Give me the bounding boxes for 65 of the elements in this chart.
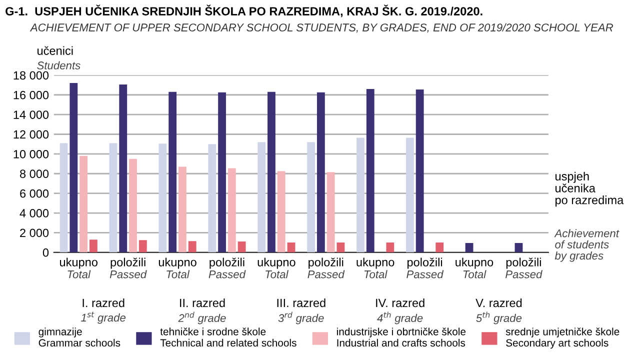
x-tick-label: ukupno Total (60, 258, 98, 278)
bar (70, 83, 78, 252)
text: II. razred 2$^{nd}$ grade (178, 298, 226, 324)
y-tick-label: 14 000 (14, 110, 49, 119)
bar (168, 92, 177, 252)
y-tick-label: 8 000 (20, 170, 49, 178)
bar (60, 143, 68, 252)
bar (89, 240, 98, 252)
bar (208, 144, 216, 252)
bar (119, 84, 128, 252)
y-tick-label: 16 000 (14, 90, 49, 100)
x-tick-label: položili Passed (110, 258, 147, 278)
bar (366, 88, 374, 252)
text: III. razred 3$^{rd}$ grade (277, 298, 326, 324)
x-tick-label: ukupno Total (258, 258, 296, 278)
text: uspjeh učenika po razredima Achievement of students by grades (554, 172, 624, 262)
bar (386, 242, 394, 252)
x-tick-label: položili Passed (208, 258, 246, 278)
bar (514, 243, 523, 252)
bar (277, 171, 286, 252)
bar (238, 242, 246, 252)
bar (138, 240, 147, 252)
legend-label: srednje umjetničke škole Secondary art schools (506, 328, 620, 349)
bar (416, 89, 424, 252)
bar (80, 156, 88, 252)
y-tick-label: 10 000 (14, 150, 49, 158)
text: V. razred 5$^{th}$ grade (476, 298, 522, 324)
x-tick-label: ukupno Total (158, 258, 196, 278)
x-tick-label: ukupno Total (456, 258, 494, 278)
legend-label: industrijske i obrtničke škole Industrial and crafts schools (337, 328, 466, 347)
bar (178, 166, 186, 252)
bar (287, 242, 296, 252)
chart-subtitle: ACHIEVEMENT OF UPPER SECONDARY SCHOOL STUDENTS, BY GRADES, END OF 2019/2020 SCHOOL YEAR (30, 23, 614, 33)
x-tick-label: položili Passed (505, 258, 543, 278)
bar (129, 158, 137, 252)
y-tick-label: 6 000 (20, 189, 49, 198)
bar (436, 242, 444, 252)
bar (465, 243, 474, 252)
y-tick-label: 18 000 (14, 71, 49, 80)
bar (218, 92, 226, 252)
bar (406, 138, 414, 252)
bar (268, 92, 276, 252)
bar (258, 142, 266, 252)
x-tick-label: položili Passed (308, 258, 345, 278)
legend-label: tehničke i srodne škole Technical and related schools (160, 328, 296, 347)
bar (307, 142, 315, 252)
bar (326, 172, 335, 252)
bar (158, 144, 167, 252)
bar (316, 92, 325, 252)
x-tick-label: ukupno Total (356, 258, 394, 278)
bar (228, 168, 236, 252)
chart-title: G-1. USPJEH UČENIKA SREDNJIH ŠKOLA PO RAZREDIMA, KRAJ ŠK. G. 2019./2020. (6, 4, 482, 18)
y-axis-title: učenici Students (37, 46, 80, 70)
legend-label: gimnazije Grammar schools (38, 328, 120, 347)
text: I. razred 1$^{st}$ grade (81, 298, 126, 324)
bar (356, 138, 364, 252)
bar (336, 242, 345, 252)
y-tick-label: 12 000 (14, 130, 49, 139)
x-tick-label: položili Passed (406, 258, 444, 278)
y-tick-label: 2 000 (20, 228, 49, 238)
y-tick-label: 0 (42, 248, 49, 257)
text: IV. razred 4$^{th}$ grade (376, 298, 424, 324)
bar (188, 241, 196, 252)
y-tick-label: 4 000 (20, 209, 49, 218)
bar (109, 143, 118, 252)
